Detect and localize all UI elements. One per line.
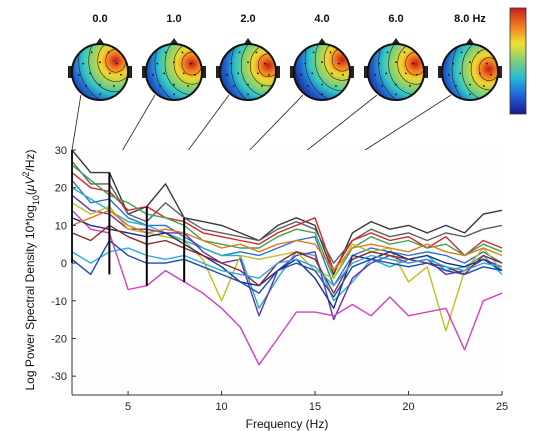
electrode-dots bbox=[300, 51, 344, 96]
topomap-label: 6.0 bbox=[388, 13, 403, 25]
topomap-5 bbox=[364, 38, 428, 101]
y-tick-label: 10 bbox=[55, 220, 67, 232]
scalp-map bbox=[219, 43, 277, 101]
right-ear-icon bbox=[349, 66, 354, 78]
topomap-label: 1.0 bbox=[166, 13, 181, 25]
y-label-main: Log Power Spectral Density 10*log bbox=[23, 205, 37, 390]
right-ear-icon bbox=[497, 66, 502, 78]
electrode-dots bbox=[78, 51, 122, 96]
x-tick-label: 10 bbox=[215, 401, 227, 413]
scalp-map bbox=[293, 43, 351, 101]
electrode-dots bbox=[448, 51, 492, 96]
series-line-10 bbox=[71, 217, 503, 309]
topomap-3 bbox=[216, 38, 280, 101]
electrode-dots bbox=[374, 51, 418, 96]
topomap-label: 4.0 bbox=[314, 13, 329, 25]
colorbar bbox=[509, 7, 527, 115]
y-label-sub: 10 bbox=[31, 195, 41, 205]
topomap-4 bbox=[290, 38, 354, 101]
y-label-unit: μV bbox=[23, 175, 37, 192]
x-tick-label: 5 bbox=[125, 401, 131, 413]
connector-line-1 bbox=[71, 95, 82, 151]
y-tick-label: -30 bbox=[51, 371, 67, 383]
left-ear-icon bbox=[438, 66, 443, 78]
axes: -30 -20 -10 0 10 20 30 5 10 15 20 25 bbox=[51, 145, 508, 413]
x-tick-label: 20 bbox=[402, 401, 414, 413]
topomap-2 bbox=[142, 38, 206, 101]
left-ear-icon bbox=[364, 66, 369, 78]
scalp-map bbox=[367, 43, 425, 101]
x-tick-label: 15 bbox=[309, 401, 321, 413]
y-tick-label: 30 bbox=[55, 145, 67, 157]
topomap-label: 8.0 Hz bbox=[454, 13, 486, 25]
left-ear-icon bbox=[290, 66, 295, 78]
topomap-label: 0.0 bbox=[92, 13, 107, 25]
plot-area bbox=[72, 150, 502, 395]
y-label-open: ( bbox=[23, 191, 37, 195]
electrode-dots bbox=[226, 51, 270, 96]
topomap-1 bbox=[68, 38, 132, 101]
right-ear-icon bbox=[127, 66, 132, 78]
series-line-4 bbox=[71, 164, 503, 279]
y-tick-label: 0 bbox=[61, 258, 67, 270]
left-ear-icon bbox=[68, 66, 73, 78]
y-label-sup: 2 bbox=[21, 171, 31, 176]
series-line-11 bbox=[71, 209, 503, 272]
y-tick-label: 20 bbox=[55, 183, 67, 195]
psd-lines bbox=[71, 149, 503, 366]
topomap-label: 2.0 bbox=[240, 13, 255, 25]
x-tick-label: 25 bbox=[496, 401, 508, 413]
series-line-14 bbox=[71, 239, 503, 298]
series-line-13 bbox=[71, 247, 503, 287]
y-tick-label: -10 bbox=[51, 296, 67, 308]
series-line-2 bbox=[71, 160, 503, 264]
y-label-close: /Hz) bbox=[23, 149, 37, 171]
electrode-dots bbox=[152, 51, 196, 96]
right-ear-icon bbox=[275, 66, 280, 78]
right-ear-icon bbox=[423, 66, 428, 78]
left-ear-icon bbox=[142, 66, 147, 78]
right-ear-icon bbox=[201, 66, 206, 78]
topomap-row: 0.0 1.0 2.0 4.0 6.0 8.0 Hz bbox=[68, 13, 502, 101]
x-axis-label: Frequency (Hz) bbox=[246, 417, 329, 431]
left-ear-icon bbox=[216, 66, 221, 78]
y-axis-label: Log Power Spectral Density 10*log10(μV2/… bbox=[21, 149, 41, 390]
series-line-7 bbox=[71, 194, 503, 321]
series-line-9 bbox=[71, 209, 503, 366]
y-tick-label: -20 bbox=[51, 333, 67, 345]
topomap-6 bbox=[438, 38, 502, 101]
